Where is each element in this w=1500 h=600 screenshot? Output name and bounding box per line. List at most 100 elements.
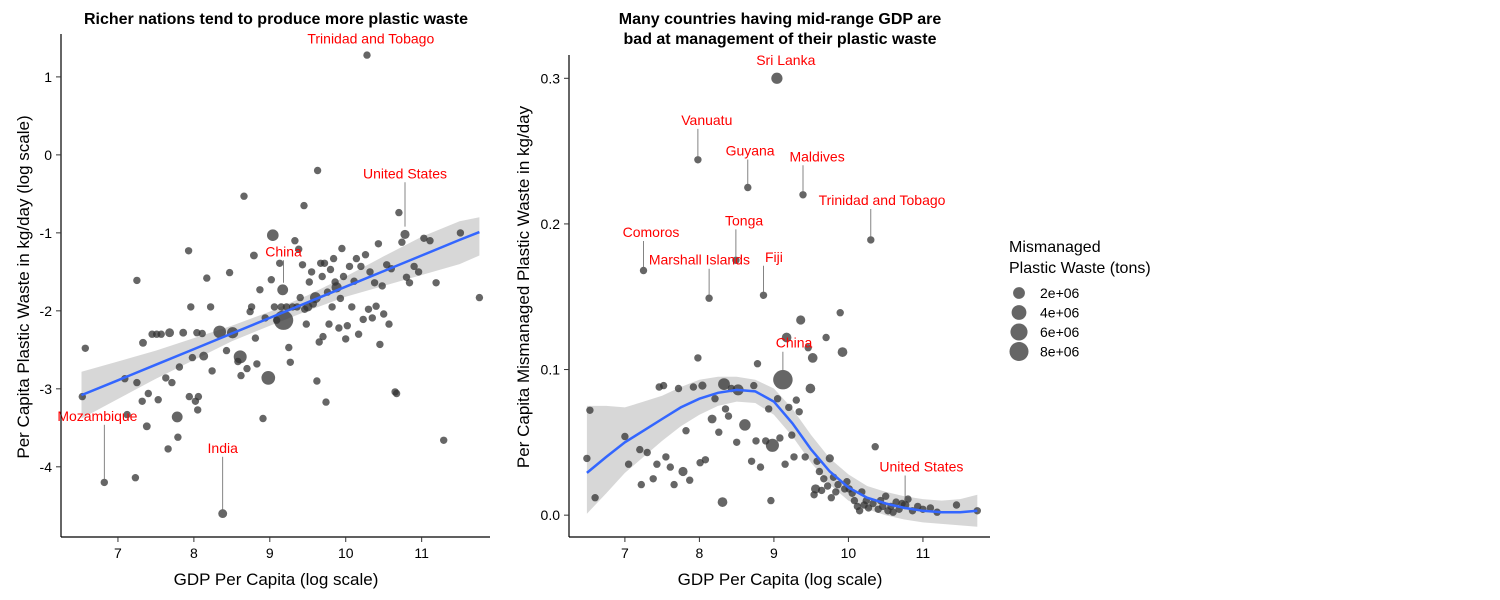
data-point (256, 286, 264, 294)
data-point (359, 315, 367, 324)
annotation-label: Fiji (765, 249, 783, 265)
data-point (807, 353, 818, 363)
data-point (682, 427, 690, 435)
data-point (825, 454, 834, 463)
data-point (187, 303, 195, 311)
x-tick-label: 7 (114, 545, 122, 561)
annotation-label: Trinidad and Tobago (819, 192, 946, 208)
data-point (157, 330, 165, 338)
annotation-label: Comoros (623, 224, 680, 240)
data-point (188, 353, 197, 362)
data-point (253, 360, 261, 368)
data-point (368, 314, 376, 322)
legend-label: 6e+06 (1040, 324, 1080, 340)
data-point (139, 338, 147, 347)
y-tick-label: 0.2 (541, 216, 561, 232)
chart-title-line2: bad at management of their plastic waste (624, 31, 937, 48)
data-point (837, 347, 848, 357)
data-point (194, 392, 203, 401)
data-point (767, 496, 775, 505)
data-point (773, 369, 793, 390)
data-point (666, 463, 674, 471)
data-point (259, 414, 267, 423)
data-point (267, 276, 275, 284)
data-point (338, 244, 346, 253)
x-axis-title: GDP Per Capita (log scale) (174, 570, 379, 589)
x-tick-label: 10 (841, 545, 857, 561)
data-point (81, 344, 90, 352)
data-point (249, 251, 258, 260)
data-point (739, 419, 751, 431)
data-point (591, 494, 599, 502)
annotation-label: Trinidad and Tobago (307, 30, 434, 46)
data-point (154, 396, 162, 404)
data-point (653, 460, 661, 468)
data-point (707, 414, 717, 424)
data-point (222, 346, 231, 355)
data-point (750, 381, 758, 390)
data-point (621, 432, 629, 441)
data-point (372, 302, 380, 310)
data-point (420, 234, 428, 242)
data-point (855, 507, 864, 515)
legend-key (1009, 341, 1029, 362)
data-point (270, 303, 279, 311)
data-point (400, 229, 410, 239)
data-point (952, 501, 961, 509)
data-point (752, 437, 760, 445)
data-point (836, 309, 844, 317)
data-point (171, 411, 183, 423)
data-point (307, 268, 316, 276)
legend-key (1010, 323, 1028, 341)
data-point (432, 279, 440, 287)
data-point (313, 377, 321, 385)
data-point (785, 403, 793, 412)
data-point (871, 443, 879, 451)
legend-title-line2: Plastic Waste (tons) (1009, 260, 1151, 277)
data-point (670, 480, 678, 489)
data-point (694, 354, 702, 362)
annotation-label: United States (879, 459, 963, 475)
data-point (364, 305, 373, 313)
y-tick-label: 0.3 (541, 70, 561, 86)
data-point (765, 438, 779, 452)
data-point (174, 433, 182, 441)
legend-label: 8e+06 (1040, 344, 1080, 360)
data-point (410, 262, 418, 271)
data-point (165, 328, 175, 338)
data-point (771, 72, 783, 84)
data-point (329, 254, 338, 263)
annotation-label: Vanuatu (681, 112, 732, 128)
data-point (973, 507, 981, 515)
annotation-label: India (208, 440, 239, 456)
data-point (796, 315, 806, 325)
data-point (354, 330, 363, 338)
x-tick-label: 7 (621, 545, 629, 561)
legend: Mismanaged Plastic Waste (tons) 2e+06 4e+… (1009, 239, 1151, 362)
data-point (773, 395, 782, 403)
trend-line (81, 230, 480, 397)
data-point (376, 340, 384, 349)
annotation-label: Guyana (726, 143, 775, 159)
data-point (820, 475, 828, 483)
x-tick-label: 10 (338, 545, 354, 561)
y-axis-title: Per Capita Plastic Waste in kg/day (log … (14, 115, 33, 458)
data-point (295, 245, 303, 253)
data-point (133, 276, 141, 285)
y-tick-label: 1 (44, 69, 52, 85)
data-point (753, 360, 762, 368)
data-point (296, 293, 304, 302)
trend-line (586, 388, 978, 514)
data-point (583, 454, 591, 463)
data-point (325, 320, 333, 328)
y-tick-label: -3 (40, 381, 53, 397)
data-point (352, 254, 361, 263)
legend-label: 4e+06 (1040, 305, 1080, 321)
data-point (426, 237, 434, 245)
data-point (319, 332, 327, 341)
data-point (225, 268, 234, 277)
y-tick-label: 0 (44, 147, 52, 163)
data-point (781, 460, 789, 468)
y-axis-title: Per Capita Mismanaged Plastic Waste in k… (514, 105, 533, 468)
data-point (822, 333, 830, 342)
